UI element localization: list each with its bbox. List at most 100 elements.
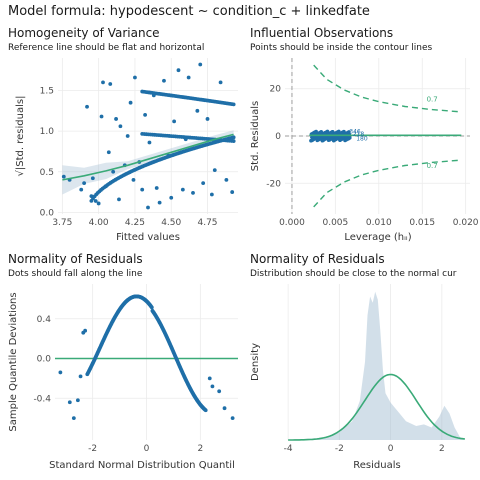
x-tick-label: 4.50 (161, 218, 181, 228)
residual-point (99, 114, 104, 119)
x-tick-label: -2 (88, 444, 97, 454)
residual-point (183, 137, 188, 142)
x-tick-label: 2 (197, 444, 203, 454)
y-tick-label: 0.4 (37, 315, 52, 325)
observation-point (342, 129, 346, 134)
residual-point (90, 176, 95, 181)
qq-point (210, 384, 215, 389)
panel2-ylabel: Std. Residuals (250, 101, 261, 171)
observation-point (323, 130, 327, 135)
residual-point (191, 190, 195, 195)
x-tick-label: 4.00 (89, 218, 109, 228)
residual-point (133, 75, 137, 80)
x-tick-label: 4.75 (197, 218, 217, 228)
panel-influential: Influential Observations Points should b… (250, 26, 479, 243)
y-tick-label: 0 (275, 132, 281, 142)
panel-density: Normality of Residuals Distribution shou… (250, 252, 470, 471)
residual-point (212, 168, 217, 173)
x-tick-label: -2 (335, 444, 344, 454)
residual-point (218, 80, 223, 85)
y-tick-label: 0.0 (37, 355, 52, 365)
residual-point (186, 75, 191, 80)
residual-point (205, 117, 210, 121)
panel4-plot-area (283, 284, 470, 440)
trend-line (62, 133, 234, 181)
residual-point (146, 205, 150, 210)
panel4-xlabel: Residuals (353, 460, 400, 471)
x-tick-label: -4 (284, 444, 293, 454)
x-tick-label: 0.000 (279, 218, 305, 228)
point-id-label: 346 (349, 129, 361, 136)
residual-point (230, 190, 235, 194)
panel2-subtitle: Points should be inside the contour line… (250, 43, 433, 53)
qq-point (67, 400, 72, 405)
residual-point (61, 174, 66, 179)
residual-point (111, 169, 116, 174)
residual-point (172, 119, 177, 124)
point-id-label: 218 (353, 131, 365, 138)
residual-point (89, 194, 94, 199)
residual-point (157, 200, 162, 205)
x-tick-label: 4.25 (125, 218, 145, 228)
x-tick-label: 0.020 (453, 218, 479, 228)
observation-point (319, 130, 324, 134)
observation-point (337, 129, 341, 134)
qq-point (149, 305, 154, 310)
panel1-plot: 3.75 4.00 4.25 4.50 4.75 0.0 0.5 1.0 1.5 (40, 58, 238, 228)
panel4-title: Normality of Residuals (250, 252, 385, 266)
residual-point (169, 195, 174, 200)
x-tick-label: 0 (388, 444, 394, 454)
residual-point (166, 153, 171, 158)
qq-point (58, 370, 63, 375)
observation-point (321, 138, 326, 142)
residual-point (180, 187, 185, 192)
panel3-xlabel: Standard Normal Distribution Quantil (49, 460, 235, 471)
y-tick-label: -20 (266, 179, 281, 189)
y-tick-label: 1.5 (40, 87, 54, 97)
qq-point (83, 328, 88, 333)
residual-point (231, 102, 236, 107)
residual-point (176, 68, 181, 73)
panel4-ylabel: Density (250, 343, 261, 381)
qq-point (222, 406, 227, 411)
qq-point (230, 416, 235, 421)
residual-point (93, 199, 98, 203)
residual-point (125, 134, 130, 138)
x-tick-label: 2 (439, 444, 445, 454)
observation-point (333, 131, 338, 136)
contour-label-lower: 0.7 (427, 162, 438, 170)
residual-point (154, 186, 159, 190)
panel3-title: Normality of Residuals (8, 252, 143, 266)
observation-point (347, 130, 351, 134)
y-tick-label: 1.0 (40, 127, 55, 137)
residual-point (101, 80, 105, 85)
panel4-plot: -4 -2 0 2 (284, 284, 466, 454)
normal-curve (288, 373, 466, 441)
panel2-xlabel: Leverage (hᵢᵢ) (344, 232, 411, 243)
x-tick-label: 0.015 (409, 218, 435, 228)
observation-point (331, 138, 336, 143)
residual-point (118, 124, 123, 129)
qq-point (75, 398, 80, 403)
observation-point (311, 137, 316, 142)
y-tick-label: 20 (270, 85, 282, 95)
qq-point (78, 374, 83, 379)
qq-point (217, 389, 222, 394)
point-id-label: 180 (356, 136, 368, 143)
residual-point (85, 104, 89, 109)
panel-homogeneity: Homogeneity of Variance Reference line s… (8, 26, 238, 243)
cook-contour-lower (313, 159, 462, 208)
panel-qq: Normality of Residuals Dots should fall … (8, 252, 238, 471)
residual-point (114, 117, 118, 121)
residual-point (143, 112, 147, 117)
residual-point (231, 135, 236, 140)
residual-point (198, 62, 203, 67)
panel1-xlabel: Fitted values (116, 232, 180, 243)
panel4-subtitle: Distribution should be close to the norm… (250, 269, 457, 279)
residual-point (162, 78, 166, 83)
panel3-plot: -2 0 2 -0.4 0.0 0.4 (33, 284, 238, 454)
observation-point (330, 129, 335, 134)
panel3-ylabel: Sample Quantile Deviations (8, 292, 19, 431)
residual-point (231, 139, 236, 143)
qq-point (207, 376, 212, 381)
